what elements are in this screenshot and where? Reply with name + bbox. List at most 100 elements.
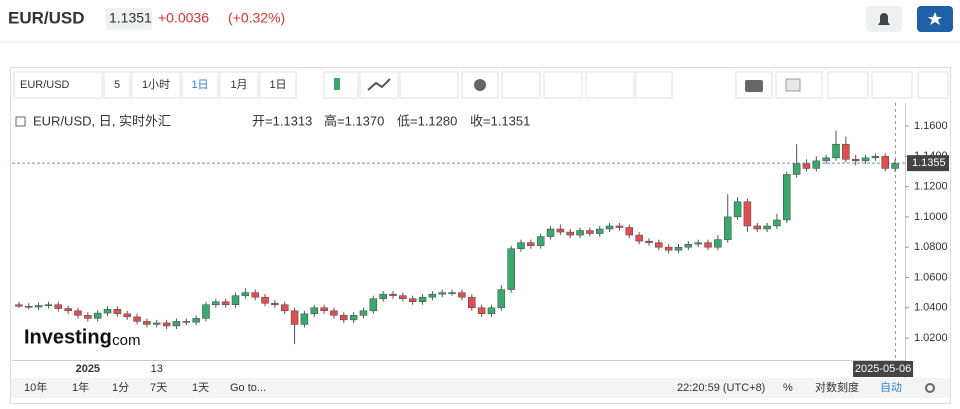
collapse-icon[interactable] (15, 116, 26, 127)
y-tick-label: 1.1200 (914, 181, 948, 193)
y-tick-label: 1.0600 (914, 271, 948, 283)
range-button[interactable]: 1分 (112, 381, 129, 394)
candle-body (408, 298, 417, 302)
candle-body (74, 310, 82, 316)
candle-body (674, 246, 683, 251)
candle-body (861, 157, 870, 162)
candle-body (773, 219, 781, 227)
interval-button[interactable] (103, 71, 131, 99)
candle-body (477, 307, 486, 315)
candle-body (123, 313, 131, 318)
candle-body (428, 293, 437, 298)
candle-body (822, 157, 830, 162)
candle-body (290, 310, 299, 325)
candle-body (763, 225, 771, 230)
y-tick-label: 1.1600 (914, 120, 948, 132)
bars-button[interactable] (399, 71, 459, 99)
bell-icon (878, 13, 890, 25)
candle-body (54, 304, 63, 309)
indicators-button[interactable] (501, 71, 541, 99)
candle-body (103, 309, 112, 314)
candle-body (812, 160, 821, 169)
candle-body (802, 163, 811, 169)
candle-body (212, 301, 220, 305)
candle-body (310, 307, 319, 315)
interval-button[interactable] (259, 71, 297, 99)
legend-open: 开=1.1313 (252, 113, 312, 128)
candle-body (320, 307, 328, 312)
candle-body (586, 230, 594, 234)
date-tag (853, 361, 914, 377)
range-button[interactable]: 1年 (72, 380, 89, 394)
candle-body (143, 321, 151, 325)
symbol-input[interactable] (13, 71, 103, 99)
candle-body (723, 216, 732, 240)
candle-body (605, 225, 614, 230)
candle-body (625, 227, 634, 236)
candle-body (221, 301, 230, 305)
range-button[interactable]: 10年 (24, 380, 47, 394)
candle-body (645, 240, 653, 243)
candle-body (753, 225, 762, 230)
y-tick-label: 1.0800 (914, 241, 948, 253)
undo-redo[interactable] (585, 71, 635, 99)
candle-body (271, 302, 279, 305)
upload-button[interactable] (871, 71, 913, 99)
candle-body (576, 230, 584, 236)
star-icon (928, 12, 942, 25)
candle-body (881, 156, 889, 169)
candle-body (15, 304, 23, 307)
candle-body (851, 159, 860, 162)
color-button[interactable] (775, 71, 823, 99)
candle-body (527, 242, 535, 246)
interval-label: 1日 (191, 79, 208, 91)
range-button[interactable]: 7天 (150, 382, 167, 394)
candle-body (113, 309, 122, 315)
interval-button[interactable] (131, 71, 181, 99)
candle-body (25, 306, 33, 308)
candles-button[interactable] (323, 71, 359, 99)
change: +0.0036 (158, 10, 209, 26)
fullscreen-button[interactable] (917, 71, 949, 99)
icon (367, 78, 391, 91)
y-tick-label: 1.1000 (914, 211, 948, 223)
compare-button[interactable] (543, 71, 583, 99)
candle-body (340, 315, 348, 321)
candle-body (507, 248, 515, 290)
change-pct: (+0.32%) (228, 10, 285, 26)
footer-percent[interactable]: % (783, 382, 793, 394)
download-button[interactable] (827, 71, 869, 99)
footer-auto[interactable]: 自动 (880, 381, 902, 394)
candle-body (438, 292, 446, 295)
range-button[interactable]: 1天 (192, 382, 209, 394)
interval-label: 1小时 (142, 78, 170, 91)
watermark-suffix: .com (108, 332, 141, 349)
candle-body (418, 296, 427, 302)
candle-body (399, 295, 407, 299)
candle-body (743, 201, 752, 227)
candle-body (64, 308, 72, 312)
candle-body (84, 315, 92, 319)
candle-body (458, 292, 466, 298)
interval-label: 1月 (230, 79, 247, 91)
candle-body (615, 225, 624, 228)
legend-high: 高=1.1370 (324, 113, 384, 128)
candle-body (832, 143, 840, 159)
legend-close: 收=1.1351 (470, 113, 530, 128)
candle-body (842, 143, 850, 160)
chart-frame (10, 67, 951, 404)
range-button[interactable]: Go to... (230, 382, 266, 394)
candle-body (192, 318, 200, 323)
candle-body (359, 310, 368, 316)
alert-tool[interactable] (635, 71, 673, 99)
candle-body (93, 312, 102, 319)
interval-label: 1日 (269, 79, 286, 91)
interval-button[interactable] (181, 71, 219, 99)
interval-button[interactable] (219, 71, 259, 99)
candle-body (133, 316, 141, 322)
gear-icon[interactable] (925, 383, 935, 393)
toolbar-symbol: EUR/USD (20, 79, 70, 91)
legend-low: 低=1.1280 (397, 113, 457, 128)
footer-log[interactable]: 对数刻度 (815, 380, 859, 394)
candle-body (595, 228, 604, 234)
